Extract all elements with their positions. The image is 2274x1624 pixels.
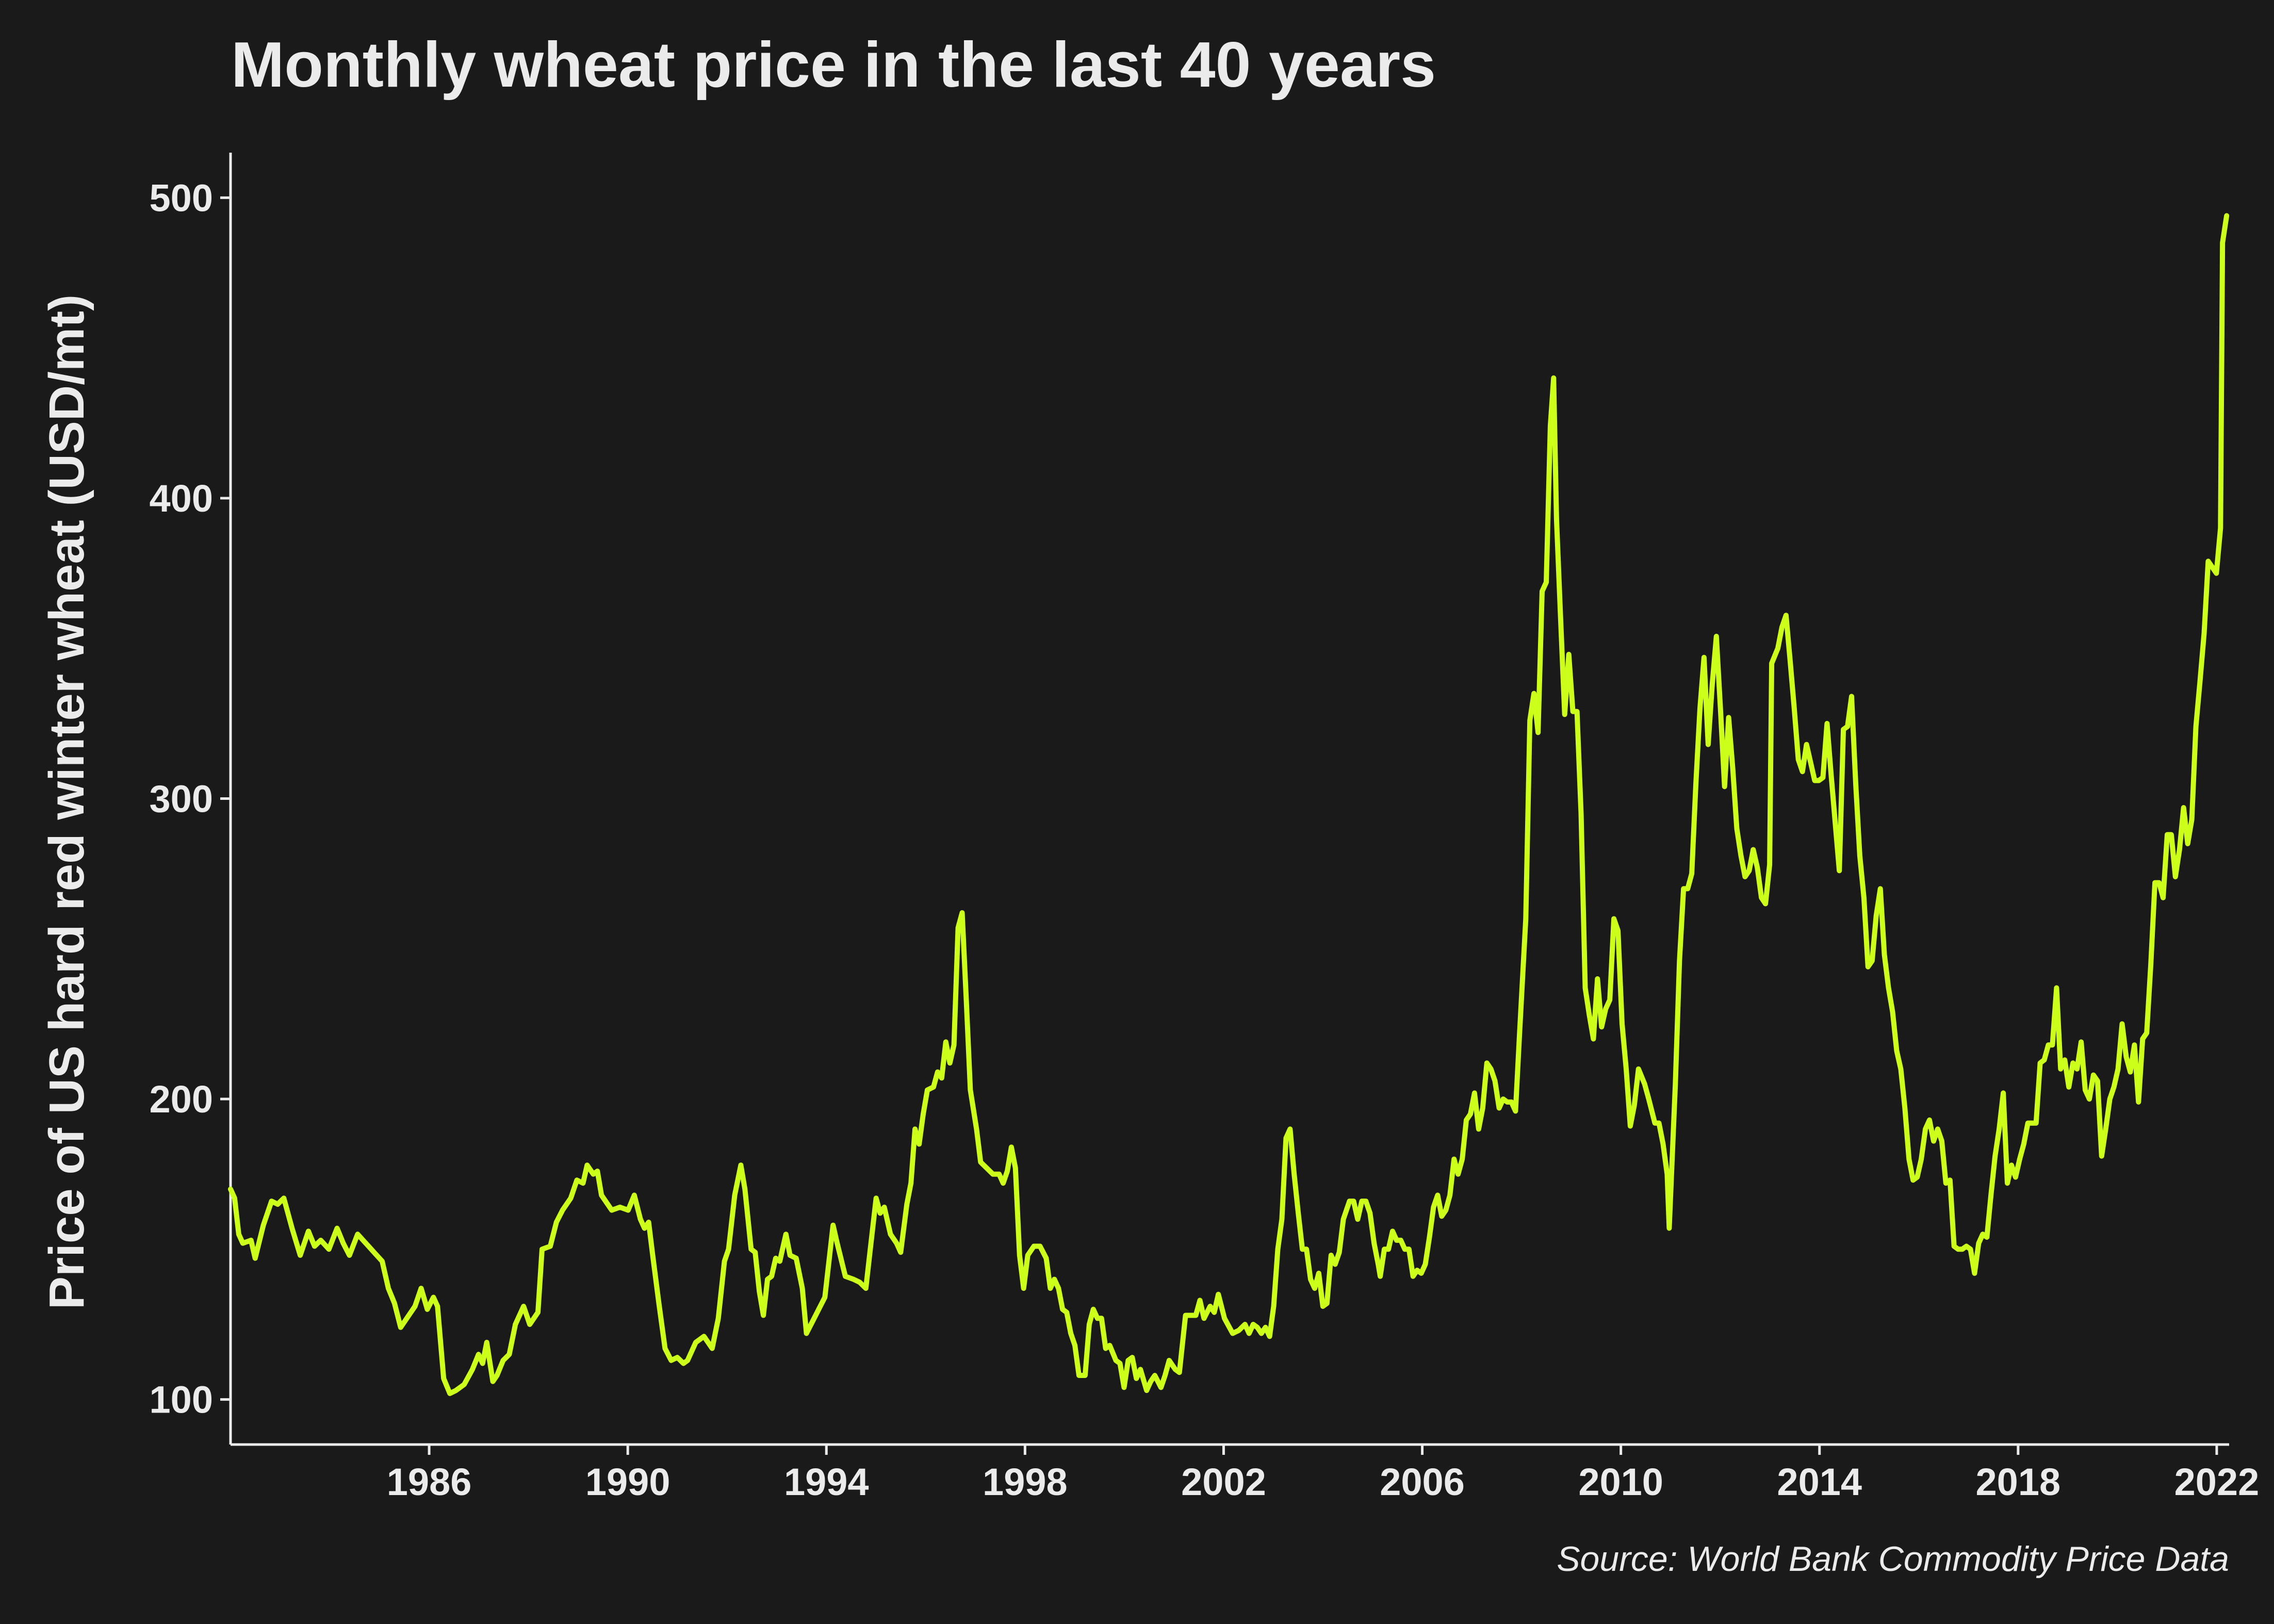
chart-title: Monthly wheat price in the last 40 years: [231, 29, 1436, 101]
x-tick-label: 1986: [387, 1461, 472, 1503]
y-tick-label: 500: [150, 176, 213, 219]
x-tick-label: 1998: [983, 1461, 1068, 1503]
x-axis-ticks: 1986 1990 1994 1998 2002 2006 2010 2014 2018 2022: [387, 1445, 2259, 1503]
x-tick-label: 2010: [1578, 1461, 1663, 1503]
x-tick-label: 1990: [585, 1461, 670, 1503]
y-tick-label: 400: [150, 477, 213, 520]
series-line: [228, 213, 2230, 1396]
x-tick-label: 1994: [784, 1461, 869, 1503]
y-tick-label: 200: [150, 1078, 213, 1121]
y-tick-label: 100: [150, 1379, 213, 1421]
x-tick-label: 2022: [2174, 1461, 2260, 1503]
x-tick-label: 2014: [1777, 1461, 1862, 1503]
x-tick-label: 2018: [1976, 1461, 2061, 1503]
y-axis-label: Price of US hard red winter wheat (USD/m…: [39, 294, 94, 1309]
y-tick-label: 300: [150, 778, 213, 821]
chart-caption: Source: World Bank Commodity Price Data: [1557, 1539, 2229, 1579]
x-tick-label: 2006: [1380, 1461, 1465, 1503]
y-axis-ticks: 100 200 300 400 500: [150, 176, 231, 1421]
x-tick-label: 2002: [1181, 1461, 1266, 1503]
